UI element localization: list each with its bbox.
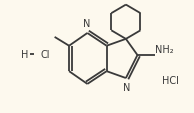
Text: Cl: Cl [40, 49, 50, 59]
Text: N: N [83, 18, 90, 28]
Text: N: N [123, 83, 131, 93]
Text: NH₂: NH₂ [155, 45, 174, 55]
Text: H: H [21, 49, 29, 59]
Text: HCl: HCl [163, 75, 179, 85]
